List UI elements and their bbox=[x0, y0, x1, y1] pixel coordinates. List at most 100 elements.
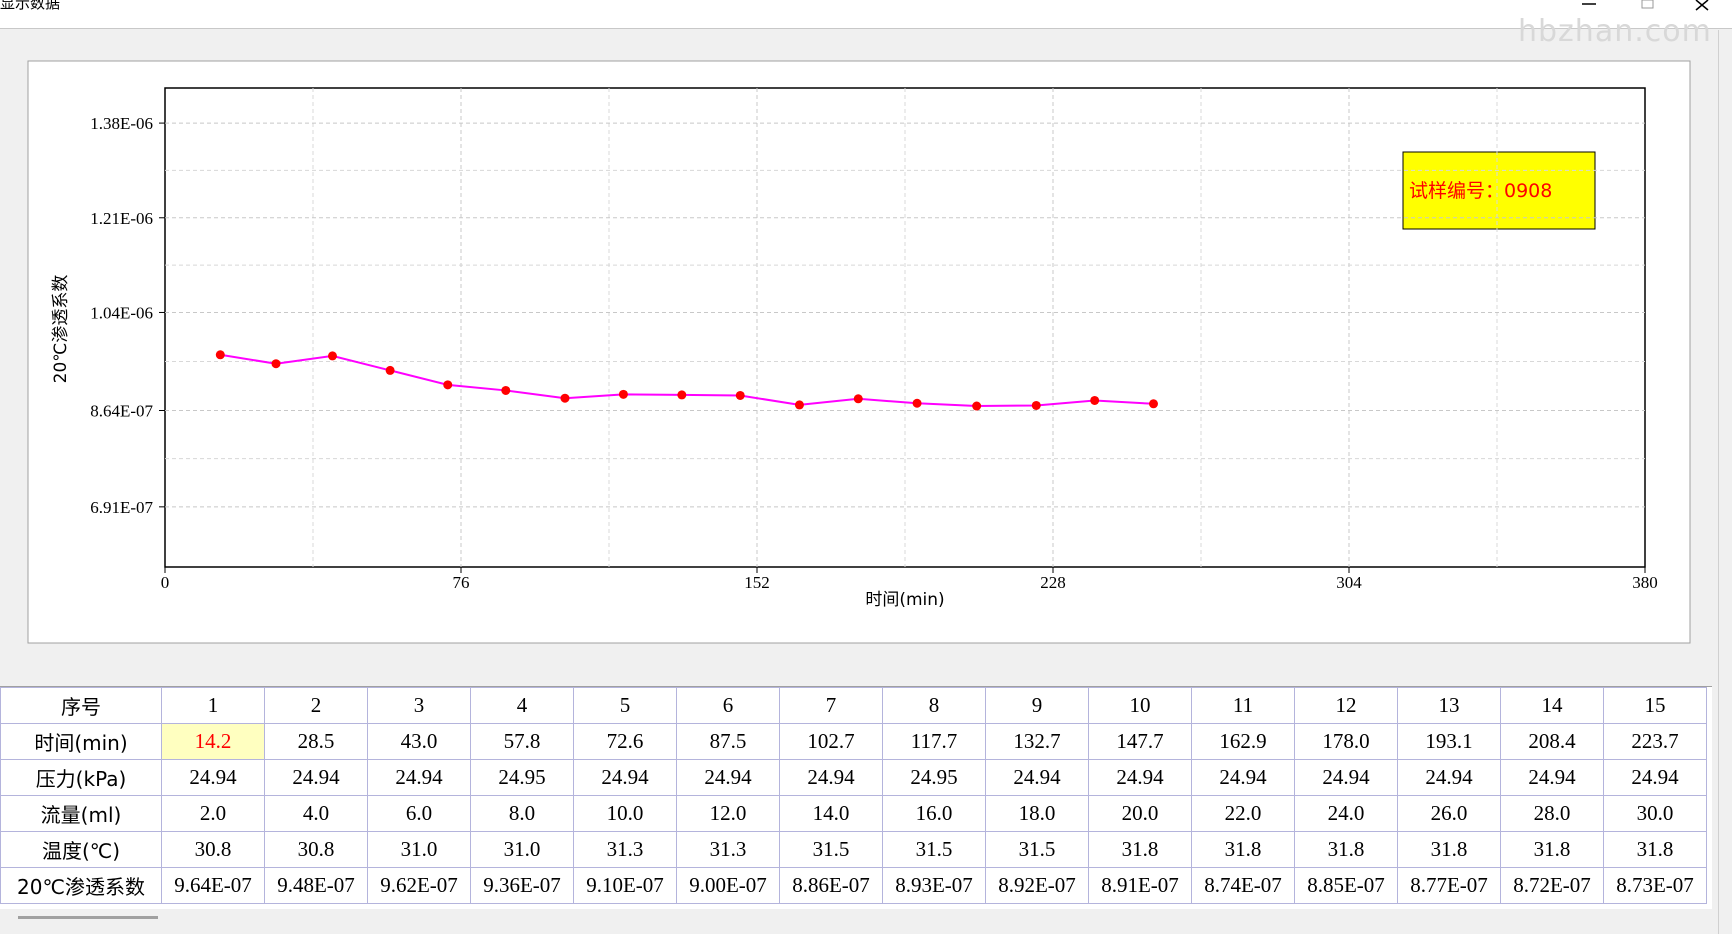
table-cell[interactable]: 72.6 bbox=[573, 723, 677, 760]
table-cell[interactable]: 14.2 bbox=[161, 723, 265, 760]
table-cell[interactable]: 12 bbox=[1294, 687, 1398, 724]
table-cell[interactable]: 31.8 bbox=[1088, 831, 1192, 868]
table-cell[interactable]: 8.72E-07 bbox=[1500, 867, 1604, 904]
table-cell[interactable]: 117.7 bbox=[882, 723, 986, 760]
table-cell[interactable]: 132.7 bbox=[985, 723, 1089, 760]
table-cell[interactable]: 24.94 bbox=[676, 759, 780, 796]
table-cell[interactable]: 24.95 bbox=[882, 759, 986, 796]
table-cell[interactable]: 8.73E-07 bbox=[1603, 867, 1707, 904]
table-cell[interactable]: 8.77E-07 bbox=[1397, 867, 1501, 904]
table-cell[interactable]: 8.86E-07 bbox=[779, 867, 883, 904]
table-cell[interactable]: 28.5 bbox=[264, 723, 368, 760]
table-cell[interactable]: 7 bbox=[779, 687, 883, 724]
table-cell[interactable]: 31.5 bbox=[882, 831, 986, 868]
table-cell[interactable]: 9.64E-07 bbox=[161, 867, 265, 904]
table-cell[interactable]: 9.36E-07 bbox=[470, 867, 574, 904]
table-cell[interactable]: 6 bbox=[676, 687, 780, 724]
table-cell[interactable]: 8.85E-07 bbox=[1294, 867, 1398, 904]
table-cell[interactable]: 15 bbox=[1603, 687, 1707, 724]
table-cell[interactable]: 24.94 bbox=[1397, 759, 1501, 796]
row-header-cell[interactable]: 序号 bbox=[0, 687, 162, 724]
row-header-cell[interactable]: 压力(kPa) bbox=[0, 759, 162, 796]
table-cell[interactable]: 178.0 bbox=[1294, 723, 1398, 760]
table-cell[interactable]: 14.0 bbox=[779, 795, 883, 832]
table-cell[interactable]: 3 bbox=[367, 687, 471, 724]
table-cell[interactable]: 28.0 bbox=[1500, 795, 1604, 832]
table-cell[interactable]: 4.0 bbox=[264, 795, 368, 832]
table-cell[interactable]: 14 bbox=[1500, 687, 1604, 724]
row-header-cell[interactable]: 时间(min) bbox=[0, 723, 162, 760]
table-cell[interactable]: 8.93E-07 bbox=[882, 867, 986, 904]
table-cell[interactable]: 31.8 bbox=[1500, 831, 1604, 868]
table-cell[interactable]: 6.0 bbox=[367, 795, 471, 832]
table-cell[interactable]: 5 bbox=[573, 687, 677, 724]
table-cell[interactable]: 147.7 bbox=[1088, 723, 1192, 760]
table-cell[interactable]: 9.10E-07 bbox=[573, 867, 677, 904]
table-cell[interactable]: 26.0 bbox=[1397, 795, 1501, 832]
horizontal-scrollbar[interactable] bbox=[18, 916, 158, 919]
table-cell[interactable]: 24.0 bbox=[1294, 795, 1398, 832]
table-cell[interactable]: 24.94 bbox=[573, 759, 677, 796]
table-cell[interactable]: 8.74E-07 bbox=[1191, 867, 1295, 904]
table-cell[interactable]: 24.94 bbox=[161, 759, 265, 796]
table-cell[interactable]: 8 bbox=[882, 687, 986, 724]
table-cell[interactable]: 10 bbox=[1088, 687, 1192, 724]
table-cell[interactable]: 193.1 bbox=[1397, 723, 1501, 760]
table-cell[interactable]: 24.94 bbox=[1500, 759, 1604, 796]
table-cell[interactable]: 31.5 bbox=[779, 831, 883, 868]
table-cell[interactable]: 2 bbox=[264, 687, 368, 724]
table-cell[interactable]: 8.92E-07 bbox=[985, 867, 1089, 904]
table-cell[interactable]: 31.3 bbox=[676, 831, 780, 868]
table-cell[interactable]: 43.0 bbox=[367, 723, 471, 760]
table-cell[interactable]: 30.0 bbox=[1603, 795, 1707, 832]
table-cell[interactable]: 24.95 bbox=[470, 759, 574, 796]
vertical-scrollbar[interactable] bbox=[1718, 30, 1732, 934]
table-cell[interactable]: 22.0 bbox=[1191, 795, 1295, 832]
table-cell[interactable]: 31.3 bbox=[573, 831, 677, 868]
table-cell[interactable]: 30.8 bbox=[161, 831, 265, 868]
row-header-cell[interactable]: 20℃渗透系数 bbox=[0, 867, 162, 904]
table-cell[interactable]: 11 bbox=[1191, 687, 1295, 724]
table-cell[interactable]: 9.00E-07 bbox=[676, 867, 780, 904]
table-cell[interactable]: 24.94 bbox=[985, 759, 1089, 796]
table-cell[interactable]: 31.0 bbox=[470, 831, 574, 868]
table-cell[interactable]: 31.8 bbox=[1191, 831, 1295, 868]
row-header-cell[interactable]: 流量(ml) bbox=[0, 795, 162, 832]
table-cell[interactable]: 24.94 bbox=[1603, 759, 1707, 796]
table-cell[interactable]: 31.5 bbox=[985, 831, 1089, 868]
table-cell[interactable]: 87.5 bbox=[676, 723, 780, 760]
table-cell[interactable]: 9 bbox=[985, 687, 1089, 724]
table-cell[interactable]: 223.7 bbox=[1603, 723, 1707, 760]
table-cell[interactable]: 24.94 bbox=[1088, 759, 1192, 796]
table-cell[interactable]: 2.0 bbox=[161, 795, 265, 832]
table-cell[interactable]: 9.48E-07 bbox=[264, 867, 368, 904]
table-cell[interactable]: 4 bbox=[470, 687, 574, 724]
table-cell[interactable]: 1 bbox=[161, 687, 265, 724]
table-cell[interactable]: 24.94 bbox=[264, 759, 368, 796]
table-cell[interactable]: 13 bbox=[1397, 687, 1501, 724]
table-cell[interactable]: 8.0 bbox=[470, 795, 574, 832]
table-cell[interactable]: 16.0 bbox=[882, 795, 986, 832]
table-cell[interactable]: 30.8 bbox=[264, 831, 368, 868]
table-cell[interactable]: 9.62E-07 bbox=[367, 867, 471, 904]
table-cell[interactable]: 57.8 bbox=[470, 723, 574, 760]
maximize-button[interactable] bbox=[1641, 0, 1654, 9]
table-cell[interactable]: 31.8 bbox=[1397, 831, 1501, 868]
table-cell[interactable]: 102.7 bbox=[779, 723, 883, 760]
table-cell[interactable]: 31.0 bbox=[367, 831, 471, 868]
table-cell[interactable]: 8.91E-07 bbox=[1088, 867, 1192, 904]
row-header-cell[interactable]: 温度(℃) bbox=[0, 831, 162, 868]
table-cell[interactable]: 24.94 bbox=[367, 759, 471, 796]
close-button[interactable] bbox=[1695, 0, 1709, 11]
table-cell[interactable]: 18.0 bbox=[985, 795, 1089, 832]
table-cell[interactable]: 24.94 bbox=[1294, 759, 1398, 796]
table-cell[interactable]: 162.9 bbox=[1191, 723, 1295, 760]
table-cell[interactable]: 31.8 bbox=[1294, 831, 1398, 868]
table-cell[interactable]: 24.94 bbox=[779, 759, 883, 796]
table-cell[interactable]: 31.8 bbox=[1603, 831, 1707, 868]
table-cell[interactable]: 12.0 bbox=[676, 795, 780, 832]
table-cell[interactable]: 24.94 bbox=[1191, 759, 1295, 796]
table-cell[interactable]: 208.4 bbox=[1500, 723, 1604, 760]
table-cell[interactable]: 20.0 bbox=[1088, 795, 1192, 832]
table-cell[interactable]: 10.0 bbox=[573, 795, 677, 832]
